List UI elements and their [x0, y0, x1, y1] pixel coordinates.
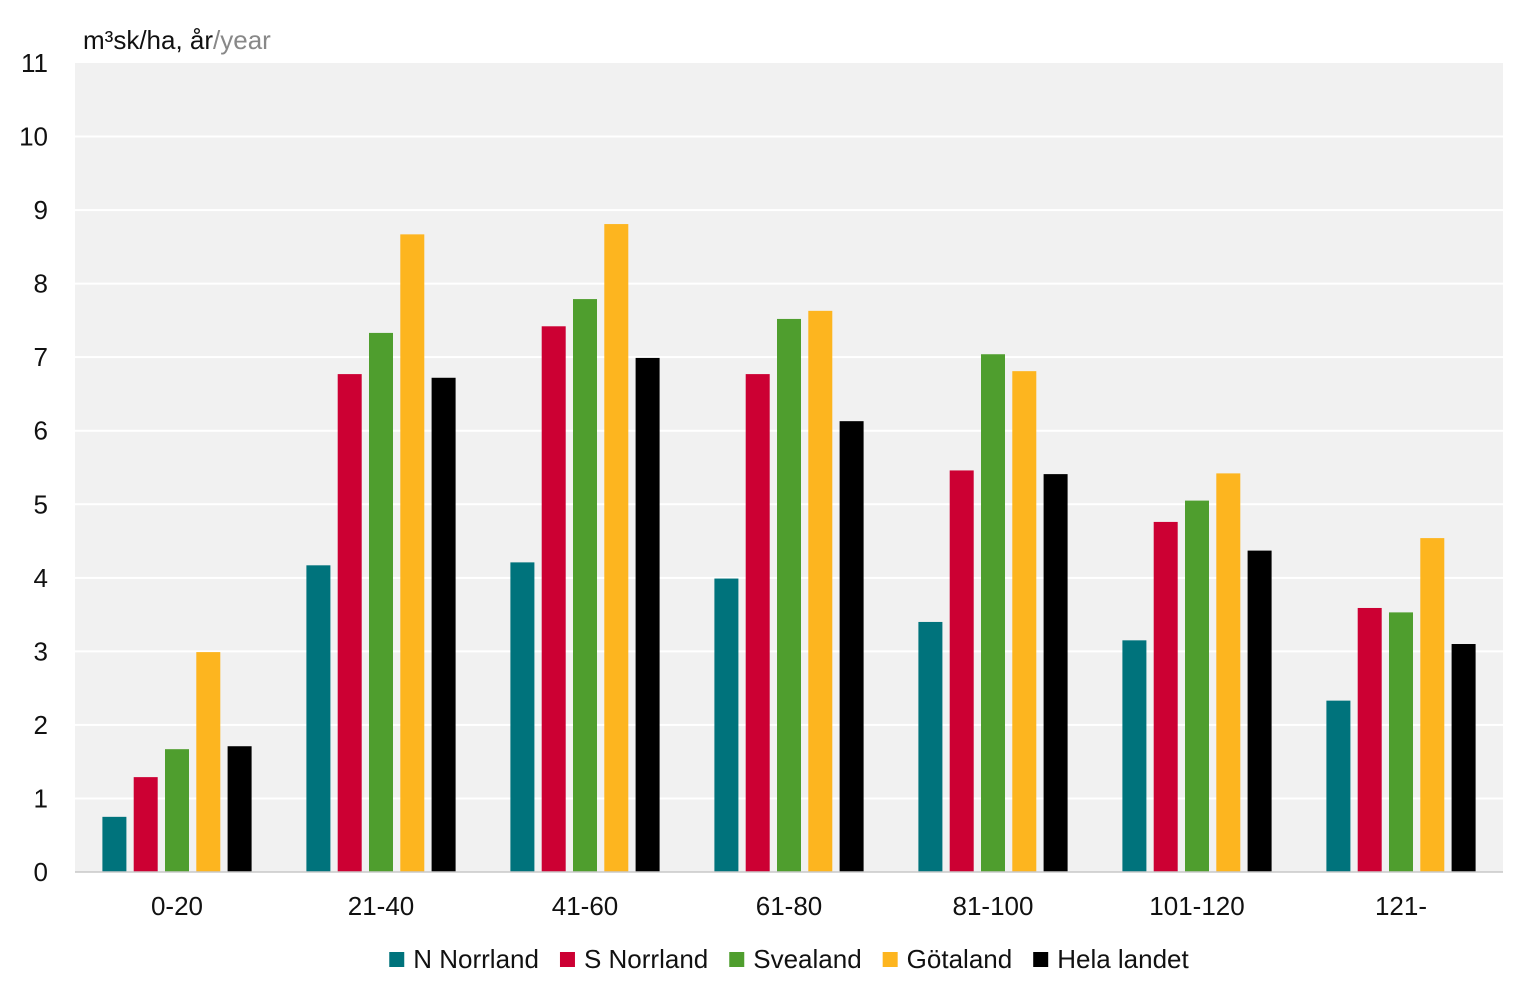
- x-tick-label: 41-60: [552, 891, 619, 921]
- bar: [306, 565, 331, 872]
- legend-swatch: [729, 952, 745, 967]
- legend-item: Götaland: [882, 944, 1013, 974]
- bar: [165, 749, 189, 872]
- legend-label: Svealand: [753, 944, 861, 974]
- legend-item: N Norrland: [389, 944, 539, 974]
- bar: [949, 470, 974, 872]
- x-tick-label: 0-20: [151, 891, 203, 921]
- bars: [102, 224, 1476, 873]
- y-axis-label: m³sk/ha, år/year: [83, 25, 271, 55]
- bar: [808, 310, 833, 873]
- legend-item: Svealand: [729, 944, 862, 974]
- legend: N Norrland S Norrland Svealand Götaland Hela…: [389, 944, 1190, 974]
- bar: [635, 357, 660, 873]
- y-tick-label: 8: [34, 269, 48, 299]
- bar: [1451, 644, 1476, 872]
- x-tick-label: 21-40: [348, 891, 415, 921]
- bar: [510, 562, 535, 872]
- x-tick-labels: 0-20 21-40 41-60 61-80 81-100 101-120 121-: [151, 891, 1427, 921]
- bar: [431, 377, 456, 872]
- bar: [227, 746, 252, 872]
- bar: [981, 354, 1005, 872]
- y-tick-label: 3: [34, 636, 48, 666]
- bar: [604, 224, 629, 872]
- x-tick-label: 81-100: [953, 891, 1034, 921]
- y-tick-label: 1: [34, 783, 48, 813]
- y-tick-label: 2: [34, 710, 48, 740]
- legend-label: Götaland: [907, 944, 1013, 974]
- y-tick-label: 4: [34, 563, 48, 593]
- bar: [133, 777, 158, 872]
- bar: [1326, 700, 1351, 872]
- bar: [1153, 521, 1178, 872]
- x-tick-label: 101-120: [1149, 891, 1244, 921]
- bar: [1247, 550, 1272, 872]
- bar: [573, 299, 597, 872]
- bar: [745, 374, 770, 872]
- y-tick-label: 9: [34, 195, 48, 225]
- y-tick-label: 11: [21, 48, 48, 78]
- bar: [918, 621, 943, 872]
- legend-swatch: [389, 952, 405, 967]
- legend-label: N Norrland: [413, 944, 539, 974]
- bar: [400, 234, 425, 873]
- bar: [102, 816, 127, 872]
- y-tick-label: 5: [34, 489, 48, 519]
- legend-item: S Norrland: [559, 944, 708, 974]
- legend-swatch: [1033, 952, 1049, 967]
- bar: [1185, 500, 1209, 872]
- bar: [714, 578, 739, 872]
- x-tick-label: 121-: [1375, 891, 1427, 921]
- x-tick-label: 61-80: [756, 891, 823, 921]
- legend-label: Hela landet: [1057, 944, 1189, 974]
- bar: [1012, 371, 1037, 872]
- legend-swatch: [882, 952, 898, 967]
- bar: [1357, 607, 1382, 872]
- bar: [369, 332, 393, 872]
- bar: [1216, 473, 1241, 872]
- bar: [1122, 640, 1147, 872]
- bar: [196, 652, 221, 872]
- y-axis-label-main: m³sk/ha, år: [83, 25, 213, 55]
- y-tick-label: 0: [34, 857, 48, 887]
- y-tick-label: 10: [19, 122, 48, 152]
- legend-item: Hela landet: [1033, 944, 1190, 974]
- y-axis-label-alt: /year: [213, 25, 271, 55]
- bar: [777, 318, 801, 872]
- legend-swatch: [559, 952, 575, 967]
- bar: [1420, 538, 1445, 872]
- y-tick-label: 6: [34, 416, 48, 446]
- bar: [1043, 474, 1068, 872]
- y-tick-label: 7: [34, 342, 48, 372]
- bar: [1389, 612, 1413, 872]
- y-tick-labels: 0 1 2 3 4 5 6 7 8 9 10 11: [19, 48, 48, 887]
- bar: [541, 326, 566, 872]
- bar: [839, 421, 864, 872]
- bar: [337, 374, 362, 872]
- legend-label: S Norrland: [584, 944, 708, 974]
